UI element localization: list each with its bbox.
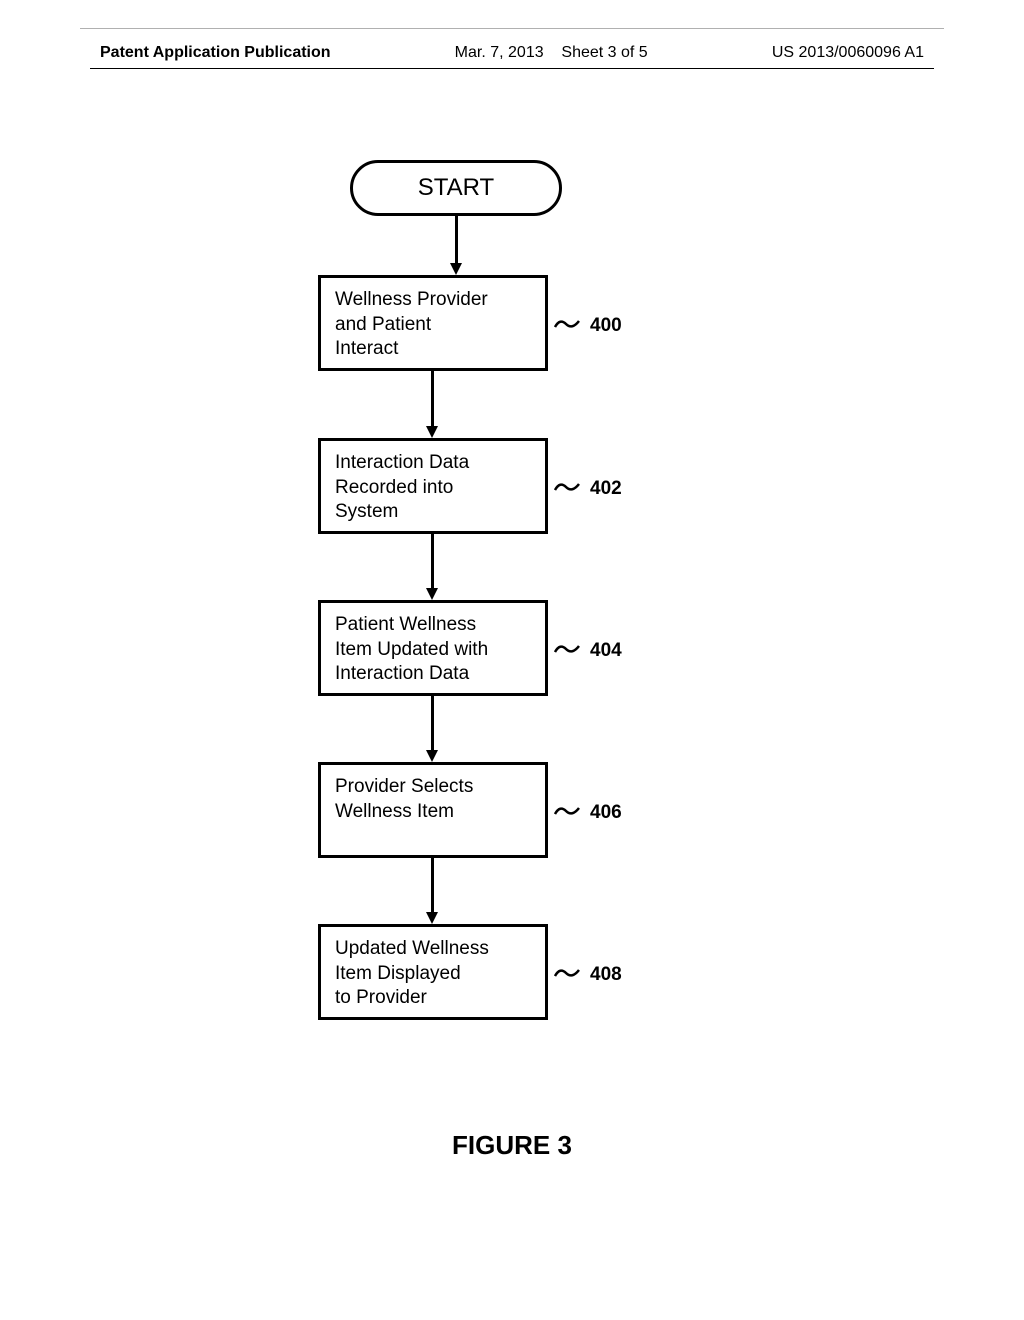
flowchart-figure-3: START Wellness Providerand PatientInterac… <box>0 150 1024 1050</box>
flow-arrow <box>431 371 434 428</box>
figure-caption: FIGURE 3 <box>0 1130 1024 1161</box>
page-top-rule <box>80 28 944 29</box>
ref-squiggle-icon <box>554 804 580 818</box>
flow-node-start: START <box>350 160 562 216</box>
publication-date: Mar. 7, 2013 Sheet 3 of 5 <box>455 44 648 62</box>
ref-number-406: 406 <box>590 802 622 824</box>
publication-number: US 2013/0060096 A1 <box>772 44 924 62</box>
flow-arrow <box>455 216 458 265</box>
flow-node-label: Updated WellnessItem Displayedto Provide… <box>335 937 489 1011</box>
ref-number-402: 402 <box>590 478 622 500</box>
header-rule <box>90 68 934 69</box>
arrow-head-icon <box>426 426 438 438</box>
arrow-head-icon <box>426 750 438 762</box>
flow-node-n406: Provider SelectsWellness Item <box>318 762 548 858</box>
flow-arrow <box>431 534 434 590</box>
flow-node-n408: Updated WellnessItem Displayedto Provide… <box>318 924 548 1020</box>
patent-header: Patent Application Publication Mar. 7, 2… <box>0 44 1024 62</box>
arrow-head-icon <box>426 912 438 924</box>
ref-squiggle-icon <box>554 317 580 331</box>
ref-squiggle-icon <box>554 480 580 494</box>
flow-arrow <box>431 858 434 914</box>
flow-node-label: Interaction DataRecorded intoSystem <box>335 451 469 525</box>
flow-arrow <box>431 696 434 752</box>
flow-node-label: Patient WellnessItem Updated withInterac… <box>335 613 488 687</box>
ref-squiggle-icon <box>554 642 580 656</box>
arrow-head-icon <box>450 263 462 275</box>
flow-node-n402: Interaction DataRecorded intoSystem <box>318 438 548 534</box>
ref-number-400: 400 <box>590 315 622 337</box>
ref-number-404: 404 <box>590 640 622 662</box>
flow-node-label: Wellness Providerand PatientInteract <box>335 288 488 362</box>
ref-number-408: 408 <box>590 964 622 986</box>
flow-node-label: Provider SelectsWellness Item <box>335 775 473 824</box>
flow-node-n404: Patient WellnessItem Updated withInterac… <box>318 600 548 696</box>
publication-type: Patent Application Publication <box>100 44 331 62</box>
arrow-head-icon <box>426 588 438 600</box>
ref-squiggle-icon <box>554 966 580 980</box>
flow-node-label: START <box>418 172 494 203</box>
flow-node-n400: Wellness Providerand PatientInteract <box>318 275 548 371</box>
